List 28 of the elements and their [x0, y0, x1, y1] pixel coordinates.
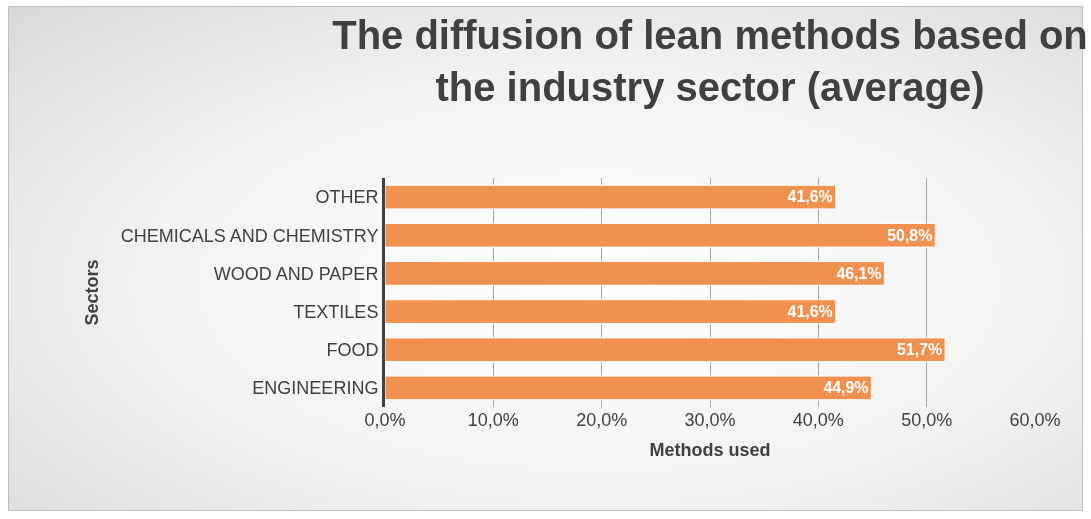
- y-tick-label: FOOD: [326, 340, 379, 361]
- x-tick-label: 0,0%: [364, 410, 406, 430]
- bar: [385, 337, 946, 363]
- x-tick-label: 40,0%: [792, 410, 844, 430]
- y-tick-label: WOOD AND PAPER: [213, 263, 379, 284]
- data-label: 44,9%: [823, 379, 869, 397]
- x-tick-label: 60,0%: [1009, 410, 1061, 430]
- data-label: 50,8%: [887, 226, 933, 244]
- bar: [385, 184, 837, 210]
- data-label: 46,1%: [836, 264, 882, 282]
- x-tick-label: 20,0%: [576, 410, 628, 430]
- y-tick-label: OTHER: [315, 187, 379, 208]
- bar: [385, 299, 837, 324]
- y-tick-label: ENGINEERING: [252, 378, 379, 399]
- bar: [385, 375, 872, 401]
- data-label: 51,7%: [897, 341, 943, 359]
- y-tick-label: CHEMICALS AND CHEMISTRY: [120, 225, 379, 246]
- bar: [385, 261, 885, 286]
- chart-title: The diffusion of lean methods based on the industry sector (average): [332, 13, 1088, 110]
- data-label: 41,6%: [787, 302, 833, 320]
- bar: [385, 222, 936, 248]
- x-tick-label: 30,0%: [684, 410, 736, 430]
- x-tick-label: 50,0%: [901, 410, 953, 430]
- y-tick-label: TEXTILES: [293, 301, 379, 322]
- y-axis-title: Sectors: [81, 259, 102, 326]
- x-axis-title: Methods used: [649, 440, 771, 461]
- data-label: 41,6%: [787, 188, 833, 206]
- x-tick-label: 10,0%: [467, 410, 519, 430]
